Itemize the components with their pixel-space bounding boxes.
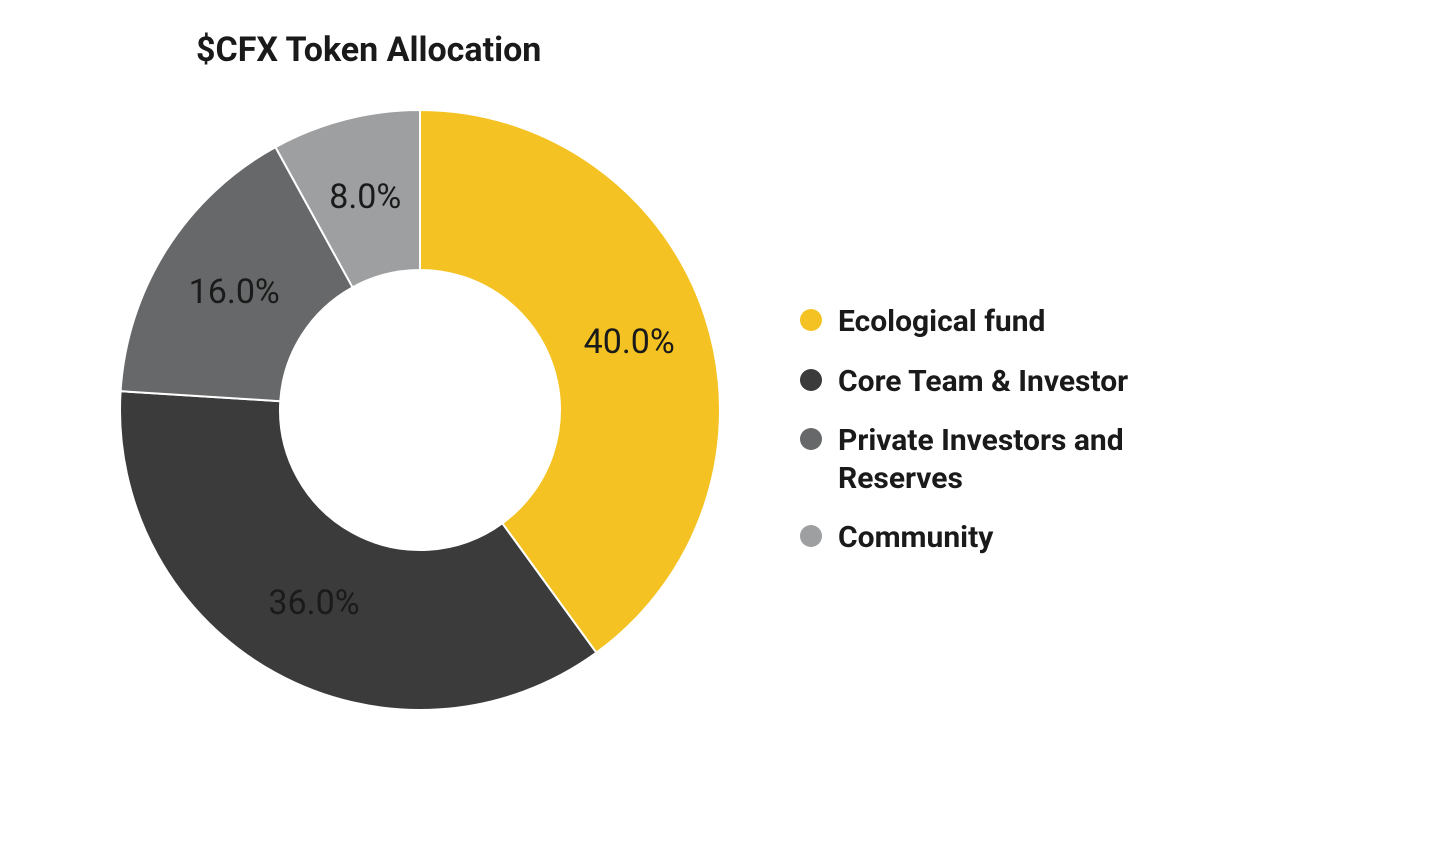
chart-body: 40.0% 36.0% 16.0% 8.0% Ecological fund Core … (100, 90, 1198, 730)
legend-swatch (800, 369, 822, 391)
chart-legend: Ecological fund Core Team & Investor Priva… (800, 263, 1198, 557)
legend-label: Ecological fund (838, 303, 1045, 341)
legend-label: Community (838, 519, 993, 557)
legend-swatch (800, 428, 822, 450)
slice-label: 40.0% (584, 322, 675, 362)
donut-chart: 40.0% 36.0% 16.0% 8.0% (100, 90, 740, 730)
donut-chart-container: $CFX Token Allocation 40.0% 36.0% 16.0% 8.0… (100, 30, 1198, 730)
legend-swatch (800, 525, 822, 547)
legend-item: Core Team & Investor (800, 363, 1198, 401)
legend-swatch (800, 309, 822, 331)
donut-svg (100, 90, 740, 730)
slice-label: 8.0% (329, 177, 401, 217)
legend-label: Private Investors and Reserves (838, 422, 1198, 497)
legend-item: Ecological fund (800, 303, 1198, 341)
chart-title: $CFX Token Allocation (100, 30, 1198, 70)
legend-item: Private Investors and Reserves (800, 422, 1198, 497)
slice-label: 16.0% (189, 272, 280, 312)
legend-label: Core Team & Investor (838, 363, 1128, 401)
legend-item: Community (800, 519, 1198, 557)
slice-label: 36.0% (268, 583, 359, 623)
